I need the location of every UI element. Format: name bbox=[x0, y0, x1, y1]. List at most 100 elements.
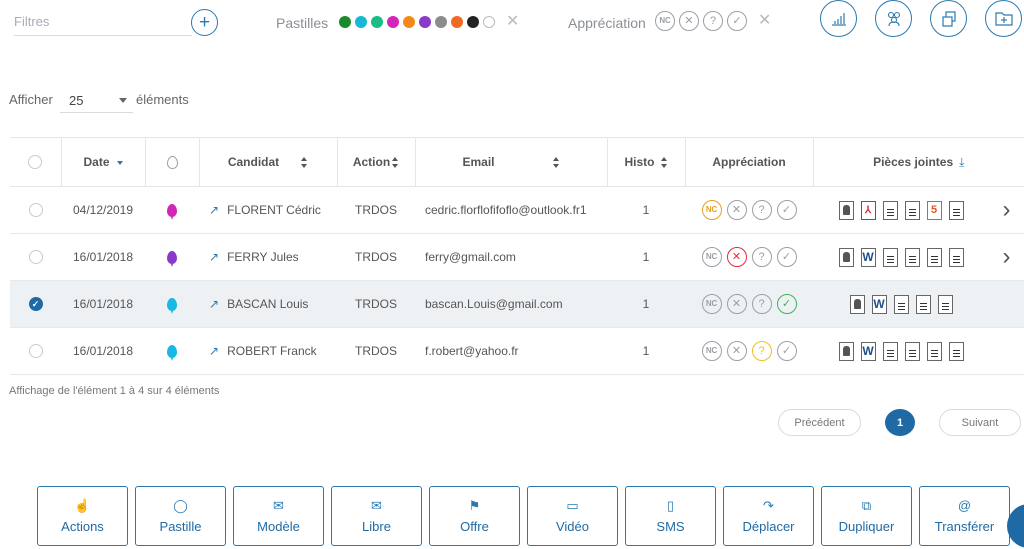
action-button-libre[interactable]: ✉ Libre bbox=[331, 486, 422, 546]
table-row[interactable]: ✓ 16/01/2018 ↗ BASCAN Louis TRDOS bascan.Loui… bbox=[10, 280, 1024, 328]
action-button-sms[interactable]: ▯ SMS bbox=[625, 486, 716, 546]
row-histo-link[interactable]: 1 bbox=[607, 280, 685, 328]
check-icon[interactable]: ✓ bbox=[727, 11, 747, 31]
row-select-cell[interactable] bbox=[10, 233, 61, 281]
row-select-cell[interactable] bbox=[10, 186, 61, 234]
photo-file-icon[interactable] bbox=[838, 200, 854, 220]
col-histo[interactable]: Histo bbox=[607, 137, 686, 187]
document-file-icon[interactable] bbox=[948, 200, 964, 220]
clear-pastille-icon[interactable]: ✕ bbox=[506, 13, 520, 30]
col-pastille[interactable] bbox=[145, 137, 200, 187]
pastille-dot[interactable] bbox=[387, 16, 399, 28]
question-icon[interactable]: ? bbox=[703, 11, 723, 31]
fab-button[interactable] bbox=[1007, 504, 1024, 548]
row-histo-link[interactable]: 1 bbox=[607, 186, 685, 234]
copy-icon[interactable] bbox=[930, 0, 967, 37]
row-select-radio[interactable] bbox=[28, 344, 43, 358]
row-select-radio[interactable]: ✓ bbox=[28, 297, 43, 311]
check-icon[interactable]: ✓ bbox=[776, 200, 797, 220]
document-file-icon[interactable] bbox=[882, 200, 898, 220]
external-link-icon[interactable]: ↗ bbox=[209, 297, 220, 311]
next-button[interactable]: Suivant bbox=[939, 409, 1021, 436]
folder-add-icon[interactable] bbox=[985, 0, 1022, 37]
question-icon[interactable]: ? bbox=[751, 294, 772, 314]
document-file-icon[interactable] bbox=[893, 294, 909, 314]
previous-button[interactable]: Précédent bbox=[778, 409, 861, 436]
pastille-empty-dot[interactable] bbox=[483, 16, 495, 28]
pastille-dot[interactable] bbox=[355, 16, 367, 28]
action-button-modèle[interactable]: ✉ Modèle bbox=[233, 486, 324, 546]
document-file-icon[interactable] bbox=[915, 294, 931, 314]
col-email[interactable]: Email bbox=[415, 137, 608, 187]
photo-file-icon[interactable] bbox=[838, 341, 854, 361]
check-icon[interactable]: ✓ bbox=[776, 247, 797, 267]
group-icon[interactable] bbox=[875, 0, 912, 37]
nc-icon[interactable]: NC bbox=[701, 294, 722, 314]
document-file-icon[interactable] bbox=[904, 200, 920, 220]
document-file-icon[interactable] bbox=[926, 341, 942, 361]
row-candidat[interactable]: ↗ FERRY Jules bbox=[199, 233, 337, 281]
document-file-icon[interactable] bbox=[948, 341, 964, 361]
check-icon[interactable]: ✓ bbox=[776, 294, 797, 314]
table-row[interactable]: 04/12/2019 ↗ FLORENT Cédric TRDOS cedric.flo… bbox=[10, 186, 1024, 234]
pastille-dot[interactable] bbox=[339, 16, 351, 28]
word-file-icon[interactable]: W bbox=[871, 294, 887, 314]
document-file-icon[interactable] bbox=[882, 341, 898, 361]
chevron-right-icon[interactable]: › bbox=[1002, 243, 1011, 270]
table-row[interactable]: 16/01/2018 ↗ FERRY Jules TRDOS ferry@gmail.c… bbox=[10, 233, 1024, 281]
document-file-icon[interactable] bbox=[904, 247, 920, 267]
external-link-icon[interactable]: ↗ bbox=[209, 344, 220, 358]
x-icon[interactable]: ✕ bbox=[726, 341, 747, 361]
filter-input[interactable] bbox=[14, 8, 192, 36]
table-row[interactable]: 16/01/2018 ↗ ROBERT Franck TRDOS f.robert@ya… bbox=[10, 327, 1024, 375]
pastille-dot[interactable] bbox=[371, 16, 383, 28]
nc-icon[interactable]: NC bbox=[701, 200, 722, 220]
nc-icon[interactable]: NC bbox=[701, 341, 722, 361]
document-file-icon[interactable] bbox=[882, 247, 898, 267]
html5-file-icon[interactable]: 5 bbox=[926, 200, 942, 220]
question-icon[interactable]: ? bbox=[751, 200, 772, 220]
row-select-cell[interactable]: ✓ bbox=[10, 280, 61, 328]
stats-icon[interactable] bbox=[820, 0, 857, 37]
pdf-file-icon[interactable]: ⅄ bbox=[860, 200, 876, 220]
row-candidat[interactable]: ↗ FLORENT Cédric bbox=[199, 186, 337, 234]
col-action[interactable]: Action bbox=[337, 137, 416, 187]
word-file-icon[interactable]: W bbox=[860, 247, 876, 267]
action-button-vidéo[interactable]: ▭ Vidéo bbox=[527, 486, 618, 546]
x-icon[interactable]: ✕ bbox=[726, 294, 747, 314]
nc-icon[interactable]: NC bbox=[655, 11, 675, 31]
candidate-name-link[interactable]: BASCAN Louis bbox=[227, 297, 309, 311]
col-date[interactable]: Date bbox=[61, 137, 146, 187]
external-link-icon[interactable]: ↗ bbox=[209, 203, 220, 217]
action-button-transférer[interactable]: @ Transférer bbox=[919, 486, 1010, 546]
photo-file-icon[interactable] bbox=[838, 247, 854, 267]
check-icon[interactable]: ✓ bbox=[776, 341, 797, 361]
document-file-icon[interactable] bbox=[926, 247, 942, 267]
candidate-name-link[interactable]: FERRY Jules bbox=[227, 250, 299, 264]
pastille-dot[interactable] bbox=[451, 16, 463, 28]
external-link-icon[interactable]: ↗ bbox=[209, 250, 220, 264]
row-histo-link[interactable]: 1 bbox=[607, 327, 685, 375]
pastille-dot[interactable] bbox=[403, 16, 415, 28]
photo-file-icon[interactable] bbox=[849, 294, 865, 314]
chevron-right-icon[interactable]: › bbox=[1002, 196, 1011, 223]
document-file-icon[interactable] bbox=[937, 294, 953, 314]
nc-icon[interactable]: NC bbox=[701, 247, 722, 267]
pastille-dot[interactable] bbox=[435, 16, 447, 28]
question-icon[interactable]: ? bbox=[751, 341, 772, 361]
question-icon[interactable]: ? bbox=[751, 247, 772, 267]
document-file-icon[interactable] bbox=[904, 341, 920, 361]
row-candidat[interactable]: ↗ ROBERT Franck bbox=[199, 327, 337, 375]
row-select-cell[interactable] bbox=[10, 327, 61, 375]
row-candidat[interactable]: ↗ BASCAN Louis bbox=[199, 280, 337, 328]
page-1-button[interactable]: 1 bbox=[885, 409, 915, 436]
x-icon[interactable]: ✕ bbox=[679, 11, 699, 31]
add-filter-button[interactable]: + bbox=[191, 9, 218, 36]
action-button-déplacer[interactable]: ↷ Déplacer bbox=[723, 486, 814, 546]
action-button-dupliquer[interactable]: ⧉ Dupliquer bbox=[821, 486, 912, 546]
x-icon[interactable]: ✕ bbox=[726, 247, 747, 267]
x-icon[interactable]: ✕ bbox=[726, 200, 747, 220]
page-length-select[interactable]: 25 bbox=[60, 89, 133, 113]
select-all-radio[interactable] bbox=[28, 155, 43, 169]
action-button-offre[interactable]: ⚑ Offre bbox=[429, 486, 520, 546]
